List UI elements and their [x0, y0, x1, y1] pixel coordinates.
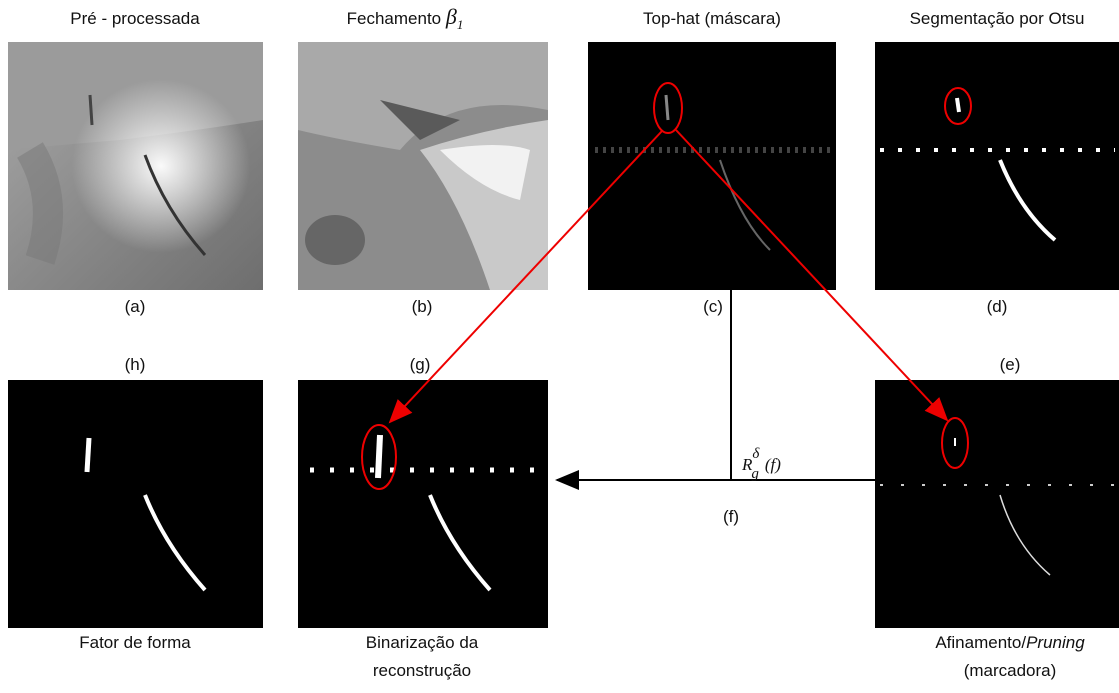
diagram: Pré - processada Fechamento β1 Top-hat (…: [0, 0, 1119, 688]
title-text: Fechamento: [347, 9, 442, 28]
panel-title: Fechamento β1: [347, 4, 464, 32]
image-d: [875, 42, 1119, 290]
panel-label: (h): [125, 355, 146, 374]
caption: (marcadora): [964, 661, 1057, 680]
image-b: [298, 42, 548, 290]
caption: Binarização da: [366, 633, 479, 652]
caption: Fator de forma: [79, 633, 191, 652]
caption: Afinamento/Pruning: [935, 633, 1085, 652]
math-symbol: β: [445, 4, 457, 29]
image-e: [875, 380, 1119, 628]
panel-label: (e): [1000, 355, 1021, 374]
page: Pré - processada Fechamento β1 Top-hat (…: [0, 0, 1119, 693]
panel-title: Pré - processada: [70, 9, 200, 28]
panel-label: (g): [410, 355, 431, 374]
math-sub: g: [751, 466, 759, 482]
caption-italic: Pruning: [1026, 633, 1085, 652]
panel-label: (d): [987, 297, 1008, 316]
math-arg: (f): [765, 455, 781, 474]
panel-title: Top-hat (máscara): [643, 9, 781, 28]
caption: reconstrução: [373, 661, 471, 680]
image-h: [8, 380, 263, 628]
operator-label: (f): [723, 507, 739, 526]
math-sup: δ: [752, 446, 760, 462]
caption-text: Afinamento/: [935, 633, 1026, 652]
image-a: [8, 42, 263, 290]
image-c: [588, 42, 836, 290]
image-g: [298, 380, 548, 628]
panel-title: Segmentação por Otsu: [910, 9, 1085, 28]
math-subscript: 1: [457, 17, 464, 32]
panel-label: (b): [412, 297, 433, 316]
panel-label: (c): [703, 297, 723, 316]
panel-label: (a): [125, 297, 146, 316]
